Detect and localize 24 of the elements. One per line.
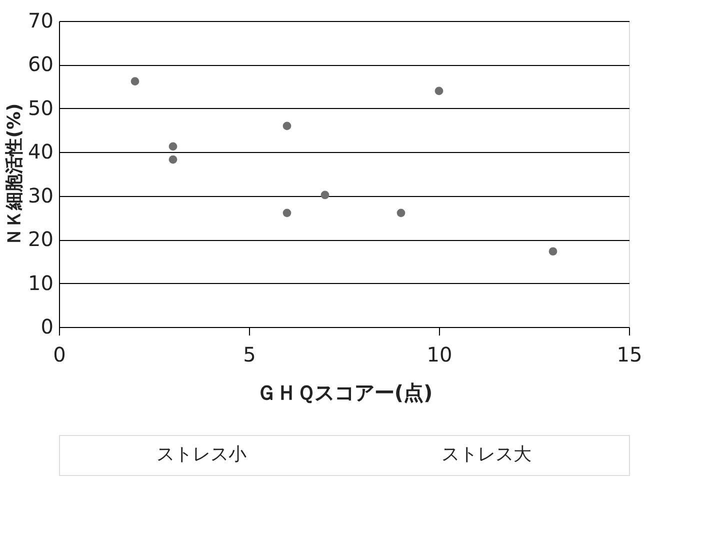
text: ストレス小 (156, 444, 246, 465)
point (130, 77, 140, 86)
point (168, 155, 178, 164)
point (396, 208, 406, 218)
point (548, 247, 558, 256)
x-tick-label: 5 (243, 342, 256, 366)
x-axis-title: ＧＨＱスコアー(点) (256, 380, 433, 404)
y-tick-label: 20 (28, 227, 54, 252)
point (282, 122, 292, 130)
y-tick-label: 0 (40, 314, 54, 338)
point (168, 142, 178, 151)
point (320, 190, 330, 200)
y-tick-label: 40 (28, 140, 54, 164)
y-tick-label: 10 (28, 270, 54, 295)
y-tick-label: 70 (28, 8, 54, 32)
point (434, 86, 444, 96)
y-tick-label: 30 (28, 183, 54, 208)
text: ストレス大 (442, 444, 532, 465)
y-axis-title: ＮＫ細胞活性(%) (4, 103, 26, 246)
x-tick-label: 15 (616, 342, 642, 366)
y-tick-label: 60 (28, 52, 54, 76)
y-tick-label: 50 (28, 96, 54, 120)
x-tick-label: 10 (426, 342, 452, 366)
point (282, 208, 292, 218)
